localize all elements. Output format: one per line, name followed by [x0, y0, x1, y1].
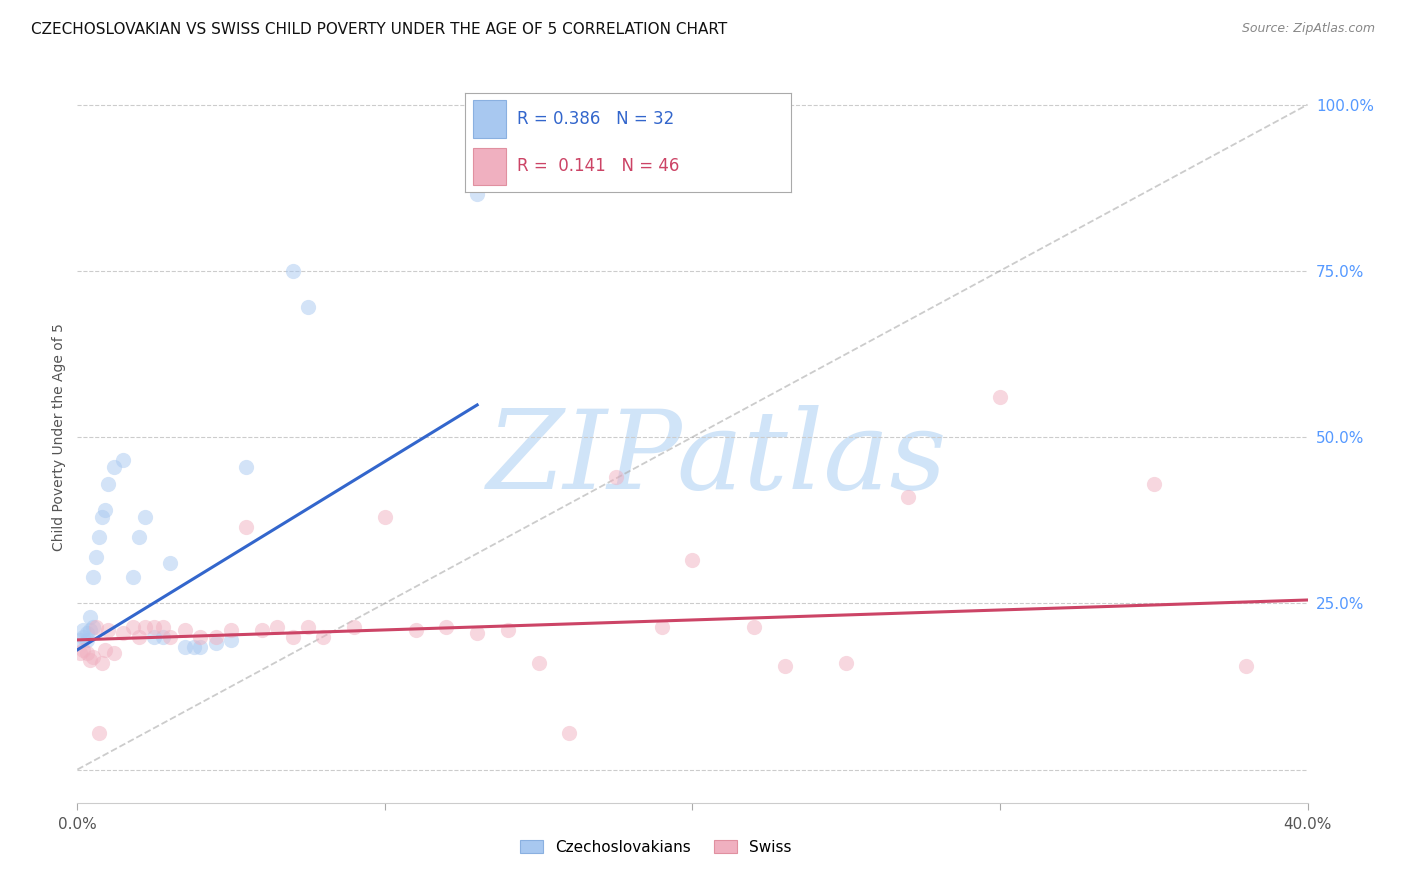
Point [76, 646, 98, 660]
Point [94, 503, 117, 517]
Point [128, 630, 150, 644]
Point [235, 460, 257, 475]
Point [97, 476, 120, 491]
Text: Source: ZipAtlas.com: Source: ZipAtlas.com [1241, 22, 1375, 36]
Point [558, 726, 581, 740]
Point [82, 570, 104, 584]
Point [465, 626, 488, 640]
Point [84, 549, 107, 564]
Point [82, 649, 104, 664]
Point [773, 659, 796, 673]
Point [281, 630, 304, 644]
Point [183, 640, 205, 654]
Point [72, 643, 94, 657]
Point [69, 632, 91, 647]
Point [835, 656, 858, 670]
Point [374, 509, 396, 524]
Point [219, 632, 242, 647]
Point [79, 623, 101, 637]
Point [72, 630, 94, 644]
Point [79, 609, 101, 624]
Point [1234, 659, 1257, 673]
Point [496, 623, 519, 637]
Point [76, 626, 98, 640]
Point [152, 630, 174, 644]
Point [297, 301, 319, 315]
Text: CZECHOSLOVAKIAN VS SWISS CHILD POVERTY UNDER THE AGE OF 5 CORRELATION CHART: CZECHOSLOVAKIAN VS SWISS CHILD POVERTY U… [31, 22, 727, 37]
Point [97, 623, 120, 637]
Point [134, 509, 156, 524]
Point [1143, 476, 1166, 491]
Point [219, 623, 242, 637]
Point [134, 619, 156, 633]
Y-axis label: Child Poverty Under the Age of 5: Child Poverty Under the Age of 5 [52, 323, 66, 551]
Point [82, 619, 104, 633]
Point [174, 640, 197, 654]
Point [204, 630, 226, 644]
Point [312, 630, 335, 644]
Point [69, 646, 91, 660]
Point [436, 619, 458, 633]
Point [112, 626, 135, 640]
Point [87, 726, 110, 740]
Point [405, 623, 427, 637]
Point [87, 530, 110, 544]
Point [128, 530, 150, 544]
Point [988, 390, 1011, 404]
Point [281, 264, 304, 278]
Point [204, 636, 226, 650]
Legend: Czechoslovakians, Swiss: Czechoslovakians, Swiss [513, 834, 797, 861]
Point [250, 623, 273, 637]
Text: ZIPatlas: ZIPatlas [486, 405, 948, 513]
Point [143, 619, 166, 633]
Point [84, 619, 107, 633]
Point [343, 619, 366, 633]
Point [159, 557, 181, 571]
Point [121, 619, 143, 633]
Point [103, 646, 125, 660]
Point [235, 520, 257, 534]
Point [897, 490, 920, 504]
Point [72, 623, 94, 637]
Point [90, 509, 114, 524]
Point [159, 630, 181, 644]
Point [143, 630, 166, 644]
Point [543, 134, 565, 148]
Point [174, 623, 197, 637]
Point [76, 632, 98, 647]
Point [112, 453, 135, 467]
Point [103, 460, 125, 475]
Point [90, 656, 114, 670]
Point [152, 619, 174, 633]
Point [188, 640, 212, 654]
Point [297, 619, 319, 633]
Point [527, 656, 550, 670]
Point [266, 619, 288, 633]
Point [79, 653, 101, 667]
Point [605, 470, 627, 484]
Point [651, 619, 673, 633]
Point [465, 187, 488, 202]
Point [188, 630, 212, 644]
Point [94, 643, 117, 657]
Point [121, 570, 143, 584]
Point [682, 553, 704, 567]
Point [742, 619, 765, 633]
